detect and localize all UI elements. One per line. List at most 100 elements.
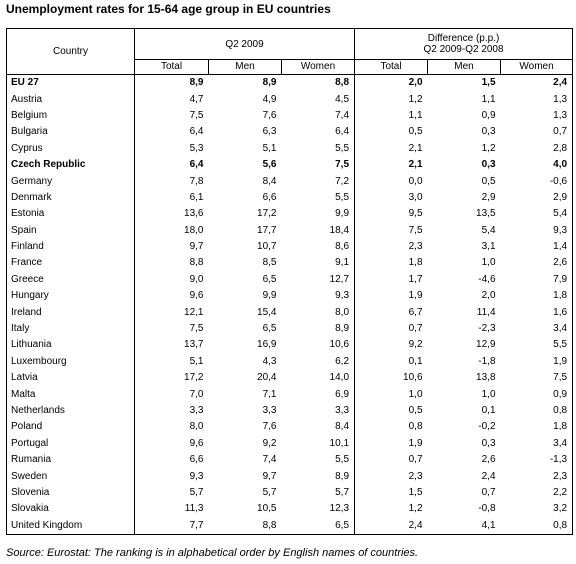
value-cell: 7,7 — [134, 517, 209, 535]
value-cell: 2,3 — [553, 470, 568, 482]
value-cell: 18,4 — [329, 224, 350, 236]
value-cell: 2,9 — [553, 191, 568, 203]
value-cell: 0,7 — [553, 126, 568, 138]
value-cell: 8,5 — [262, 257, 277, 269]
value-cell: -2,3 — [478, 323, 496, 335]
value-cell: 5,1 — [134, 353, 209, 371]
value-cell: 1,0 — [481, 388, 496, 400]
value-cell: 8,0 — [134, 419, 209, 436]
country-cell: Finland — [11, 241, 44, 253]
table-row: Germany 7,8 8,4 7,2 0,0 0,5 -0,6 — [7, 173, 573, 190]
value-cell: 2,8 — [553, 142, 568, 154]
value-cell: 4,7 — [134, 91, 209, 108]
header-women-q2: Women — [280, 59, 355, 75]
value-cell: 12,3 — [329, 503, 350, 515]
country-cell: Austria — [11, 93, 43, 105]
value-cell: 10,5 — [257, 503, 277, 515]
country-cell: Germany — [11, 175, 53, 187]
value-cell: 3,3 — [335, 405, 350, 416]
value-cell: 0,7 — [354, 320, 428, 338]
country-cell: Sweden — [11, 470, 48, 482]
value-cell: 15,4 — [257, 306, 277, 318]
value-cell: 7,2 — [335, 175, 350, 187]
table-row: Sweden 9,3 9,7 8,9 2,3 2,4 2,3 — [7, 468, 573, 485]
value-cell: 5,4 — [481, 224, 496, 236]
value-cell: 3,3 — [134, 402, 209, 420]
value-cell: 0,3 — [481, 159, 496, 171]
value-cell: 8,9 — [335, 323, 350, 335]
value-cell: 5,5 — [335, 191, 350, 203]
value-cell: 8,9 — [208, 74, 282, 92]
table-row: Slovakia 11,3 10,5 12,3 1,2 -0,8 3,2 — [7, 501, 573, 518]
value-cell: 7,8 — [134, 173, 209, 190]
value-cell: 3,0 — [354, 189, 428, 207]
value-cell: 2,6 — [481, 454, 496, 466]
header-total-diff: Total — [354, 59, 428, 75]
value-cell: 2,2 — [553, 486, 568, 498]
value-cell: 1,8 — [553, 421, 568, 433]
value-cell: 8,8 — [262, 519, 277, 531]
value-cell: 5,4 — [553, 208, 568, 220]
table-row: Poland 8,0 7,6 8,4 0,8 -0,2 1,8 — [7, 419, 573, 436]
value-cell: 11,4 — [476, 306, 496, 318]
table-row: Belgium 7,5 7,6 7,4 1,1 0,9 1,3 — [7, 107, 573, 125]
country-cell: Rumania — [11, 454, 52, 466]
value-cell: 0,5 — [354, 402, 428, 420]
value-cell: 6,9 — [335, 388, 350, 400]
value-cell: 17,7 — [257, 224, 277, 236]
value-cell: 0,7 — [481, 486, 496, 498]
value-cell: 0,8 — [354, 419, 428, 436]
value-cell: 10,6 — [329, 339, 350, 351]
value-cell: 4,9 — [262, 93, 277, 105]
country-cell: Ireland — [11, 306, 42, 318]
table-row: Finland 9,7 10,7 8,6 2,3 3,1 1,4 — [7, 238, 573, 256]
table-row: Denmark 6,1 6,6 5,5 3,0 2,9 2,9 — [7, 189, 573, 207]
value-cell: 7,5 — [354, 222, 428, 239]
value-cell: 8,0 — [335, 306, 350, 318]
value-cell: 6,7 — [354, 304, 428, 321]
value-cell: 6,6 — [134, 451, 209, 469]
value-cell: 2,1 — [354, 140, 428, 157]
value-cell: 0,5 — [481, 175, 496, 187]
unemployment-table: Country Q2 2009 Difference (p.p.) Q2 200… — [6, 28, 574, 535]
value-cell: 9,9 — [335, 208, 350, 220]
value-cell: 1,3 — [553, 93, 568, 105]
value-cell: 12,7 — [329, 273, 350, 285]
country-cell: Bulgaria — [11, 126, 48, 138]
value-cell: 3,4 — [553, 437, 568, 449]
value-cell: 8,4 — [262, 175, 277, 187]
value-cell: -1,3 — [549, 454, 568, 466]
value-cell: 20,4 — [257, 372, 277, 384]
table-row: Portugal 9,6 9,2 10,1 1,9 0,3 3,4 — [7, 435, 573, 452]
header-difference-line2: Q2 2009-Q2 2008 — [423, 44, 504, 55]
country-cell: Latvia — [11, 372, 38, 384]
value-cell: 6,2 — [335, 355, 350, 367]
value-cell: 9,6 — [134, 435, 209, 452]
value-cell: 2,6 — [553, 257, 568, 269]
country-cell: Cyprus — [11, 142, 43, 154]
value-cell: 2,4 — [500, 74, 573, 92]
value-cell: 1,9 — [354, 288, 428, 305]
value-cell: 1,3 — [553, 109, 568, 121]
header-women-diff: Women — [500, 59, 573, 75]
value-cell: 8,8 — [281, 74, 355, 92]
value-cell: 0,9 — [553, 388, 568, 400]
value-cell: 8,9 — [134, 74, 209, 92]
value-cell: -4,6 — [478, 273, 496, 285]
value-cell: 1,5 — [354, 484, 428, 502]
value-cell: 9,7 — [262, 470, 277, 482]
value-cell: 6,4 — [134, 156, 209, 174]
value-cell: 7,9 — [553, 273, 568, 285]
value-cell: 1,9 — [354, 435, 428, 452]
country-cell: Malta — [11, 388, 36, 400]
value-cell: 2,0 — [481, 290, 496, 302]
header-total-q2: Total — [134, 59, 209, 75]
value-cell: 8,4 — [335, 421, 350, 433]
value-cell: 1,0 — [481, 257, 496, 269]
value-cell: 13,6 — [134, 206, 209, 223]
value-cell: 8,6 — [335, 241, 350, 253]
value-cell: 9,3 — [553, 224, 568, 236]
value-cell: -0,2 — [478, 421, 496, 433]
value-cell: 12,9 — [476, 339, 496, 351]
value-cell: 4,5 — [335, 93, 350, 105]
